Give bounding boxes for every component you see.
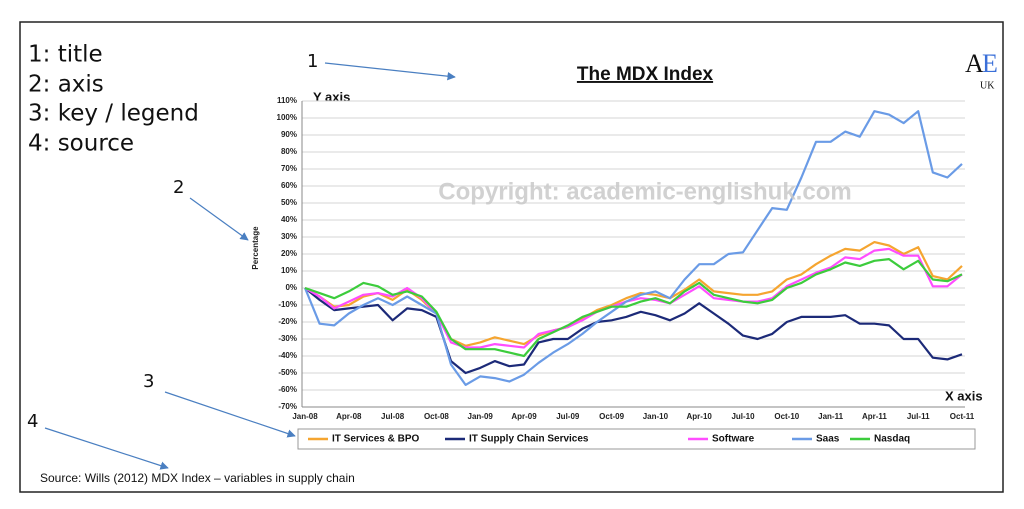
y-tick-label: 30% <box>281 232 297 241</box>
series-line <box>304 258 963 358</box>
key-note: 2: axis <box>28 72 104 98</box>
x-tick-label: Oct-08 <box>424 412 449 421</box>
logo: E <box>982 49 998 78</box>
x-tick-label: Jan-09 <box>468 412 494 421</box>
source: Source: Wills (2012) MDX Index – variabl… <box>40 471 355 485</box>
y-tick-label: 0% <box>285 283 297 292</box>
arrows <box>44 62 456 470</box>
y-tick-label: 90% <box>281 130 297 139</box>
x-tick-label: Oct-11 <box>950 412 975 421</box>
legend-label: Software <box>712 434 755 445</box>
key-note: 4: source <box>28 131 134 157</box>
x-tick-label: Jan-10 <box>643 412 669 421</box>
legend-label: IT Services & BPO <box>332 434 419 445</box>
legend-box <box>297 428 976 450</box>
y-axis-label: Percentage <box>251 226 260 270</box>
key-note: 1: title <box>28 42 103 68</box>
chart-title: The MDX Index <box>577 64 714 85</box>
y-tick-label: -20% <box>278 317 297 326</box>
axis-note: X axis <box>945 388 983 403</box>
y-tick-label: -70% <box>278 402 297 411</box>
y-tick-label: -30% <box>278 334 297 343</box>
series-line <box>304 287 963 375</box>
legend-label: Saas <box>816 434 840 445</box>
x-tick-label: Jul-08 <box>381 412 405 421</box>
x-tick-label: Jul-11 <box>907 412 930 421</box>
y-tick-label: 40% <box>281 215 297 224</box>
y-tick-label: 70% <box>281 164 297 173</box>
x-tick-label: Apr-08 <box>336 412 362 421</box>
x-tick-label: Oct-10 <box>774 412 799 421</box>
y-tick-label: -40% <box>278 351 297 360</box>
marker: 3 <box>143 371 154 392</box>
legend-label: Nasdaq <box>874 434 910 445</box>
marker: 1 <box>307 51 318 72</box>
marker: 4 <box>27 411 38 432</box>
key-note: 3: key / legend <box>28 101 199 127</box>
y-tick-label: -10% <box>278 300 297 309</box>
y-tick-label: 20% <box>281 249 297 258</box>
y-tick-label: -50% <box>278 368 297 377</box>
x-tick-label: Apr-10 <box>687 412 713 421</box>
y-tick-label: 80% <box>281 147 297 156</box>
x-tick-label: Jan-11 <box>818 412 843 421</box>
y-tick-label: 60% <box>281 181 297 190</box>
watermark: Copyright: academic-englishuk.com <box>438 178 851 205</box>
axis-note: Y axis <box>313 89 350 104</box>
x-tick-label: Apr-11 <box>862 412 887 421</box>
x-tick-label: Jan-08 <box>292 412 318 421</box>
x-tick-label: Oct-09 <box>599 412 624 421</box>
legend-label: IT Supply Chain Services <box>469 434 589 445</box>
logo: A <box>965 49 984 78</box>
plot: -70% -60% -50% -40% -30% -20% -10% 0% 10% 20% 30% 4… <box>277 96 975 421</box>
x-tick-label: Jul-09 <box>556 412 580 421</box>
series-line <box>303 110 963 386</box>
y-tick-label: 100% <box>277 113 297 122</box>
y-tick-label: -60% <box>278 385 297 394</box>
y-tick-label: 50% <box>281 198 297 207</box>
y-tick-label: 110% <box>277 96 297 105</box>
x-tick-label: Apr-09 <box>511 412 537 421</box>
logo: UK <box>980 80 995 91</box>
marker: 2 <box>173 177 184 198</box>
x-tick-label: Jul-10 <box>731 412 755 421</box>
y-tick-label: 10% <box>281 266 297 275</box>
frame <box>19 21 1004 493</box>
